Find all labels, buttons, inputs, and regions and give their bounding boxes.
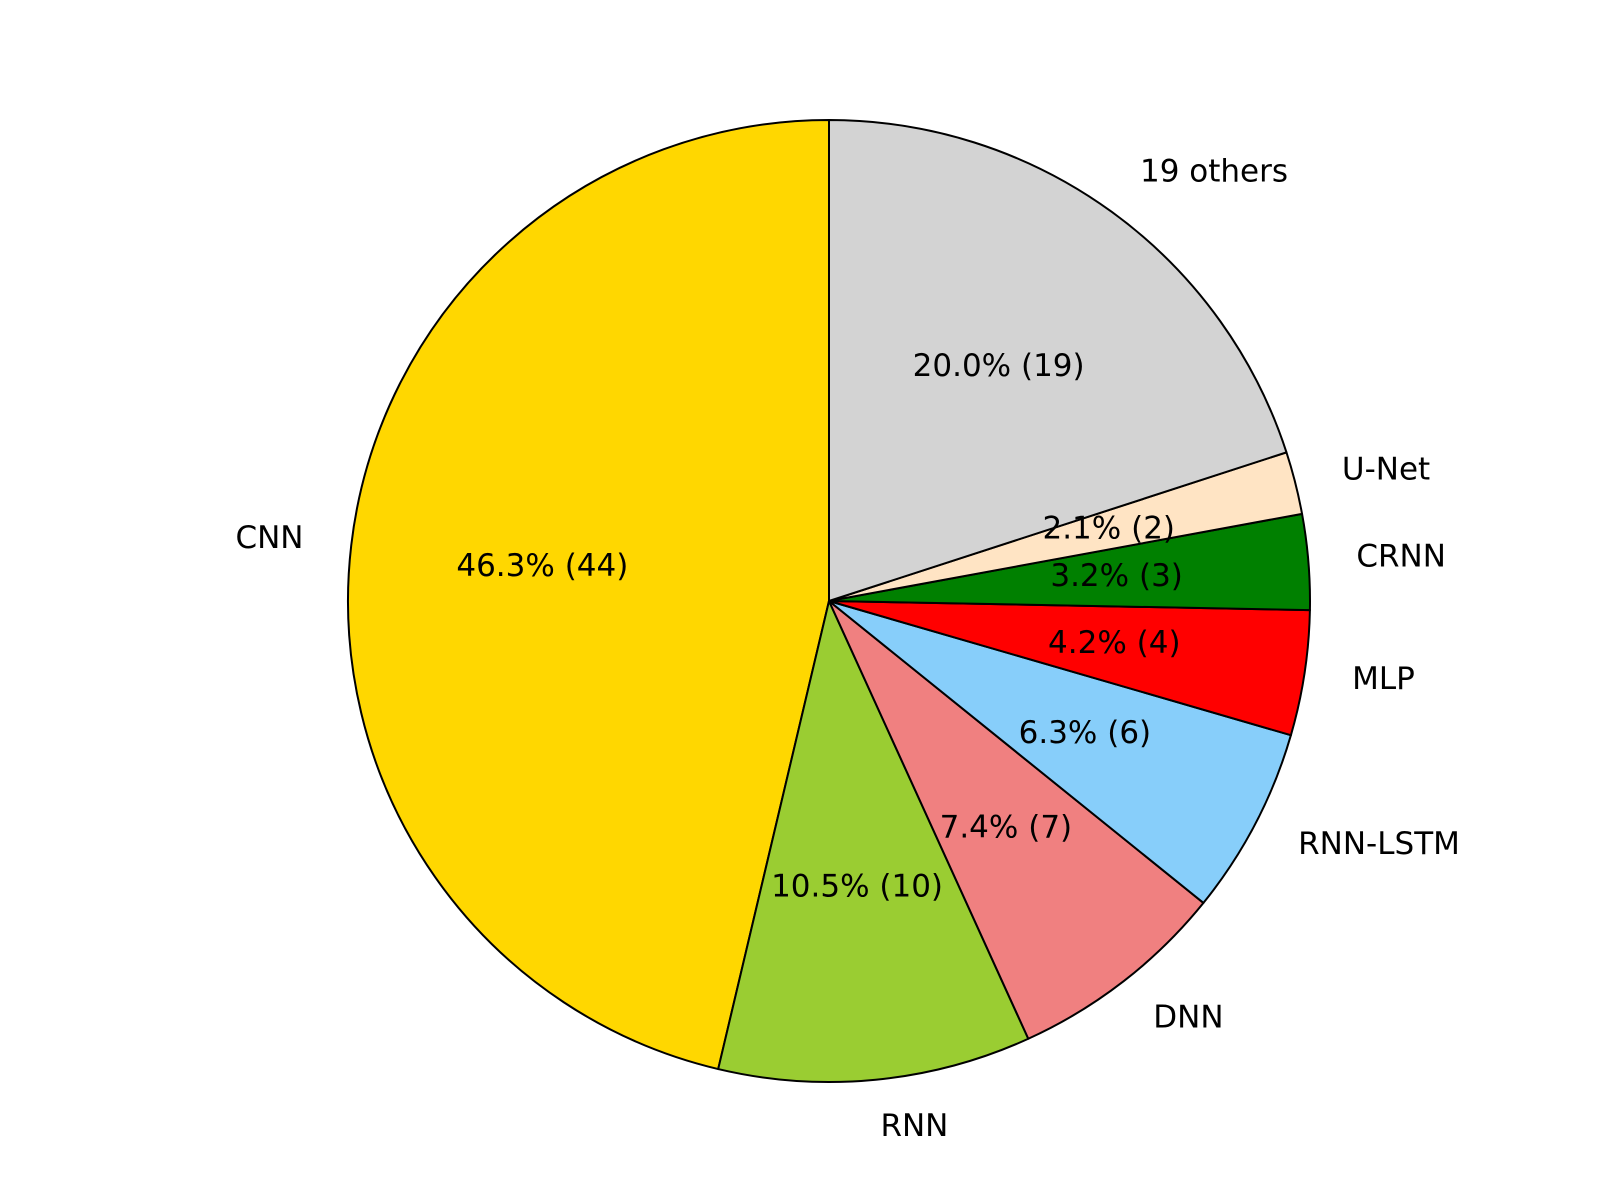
value-label: 4.2% (4)	[1048, 625, 1181, 661]
value-label: 10.5% (10)	[771, 869, 943, 905]
slice-label: 19 others	[1140, 153, 1288, 189]
slice-label: RNN-LSTM	[1298, 826, 1460, 862]
value-label: 46.3% (44)	[456, 548, 628, 584]
pie-slice	[828, 600, 1205, 1040]
slice-label: CNN	[235, 520, 303, 556]
value-label: 6.3% (6)	[1019, 715, 1152, 751]
pie-slice	[717, 600, 1030, 1083]
pie-slice	[347, 119, 830, 1071]
value-label: 2.1% (2)	[1042, 511, 1175, 547]
slice-label: DNN	[1153, 1000, 1223, 1036]
slice-label: MLP	[1352, 661, 1415, 697]
value-label: 7.4% (7)	[940, 810, 1073, 846]
slice-label: CRNN	[1356, 538, 1446, 574]
pie-slice	[828, 600, 1292, 904]
slice-label: RNN	[880, 1108, 948, 1144]
value-label: 3.2% (3)	[1050, 558, 1183, 594]
value-label: 20.0% (19)	[913, 348, 1085, 384]
pie-slice	[828, 119, 1288, 602]
slice-label: U-Net	[1342, 452, 1430, 488]
